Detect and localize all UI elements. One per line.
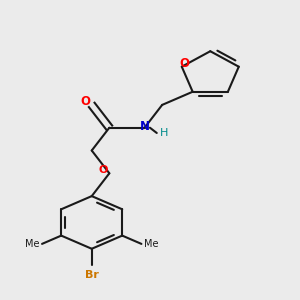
- Text: Me: Me: [144, 239, 159, 249]
- Text: O: O: [81, 95, 91, 108]
- Text: H: H: [160, 128, 168, 138]
- Text: Me: Me: [25, 239, 39, 249]
- Text: Br: Br: [85, 270, 99, 280]
- Text: N: N: [140, 120, 150, 133]
- Text: O: O: [180, 57, 190, 70]
- Text: O: O: [99, 165, 108, 175]
